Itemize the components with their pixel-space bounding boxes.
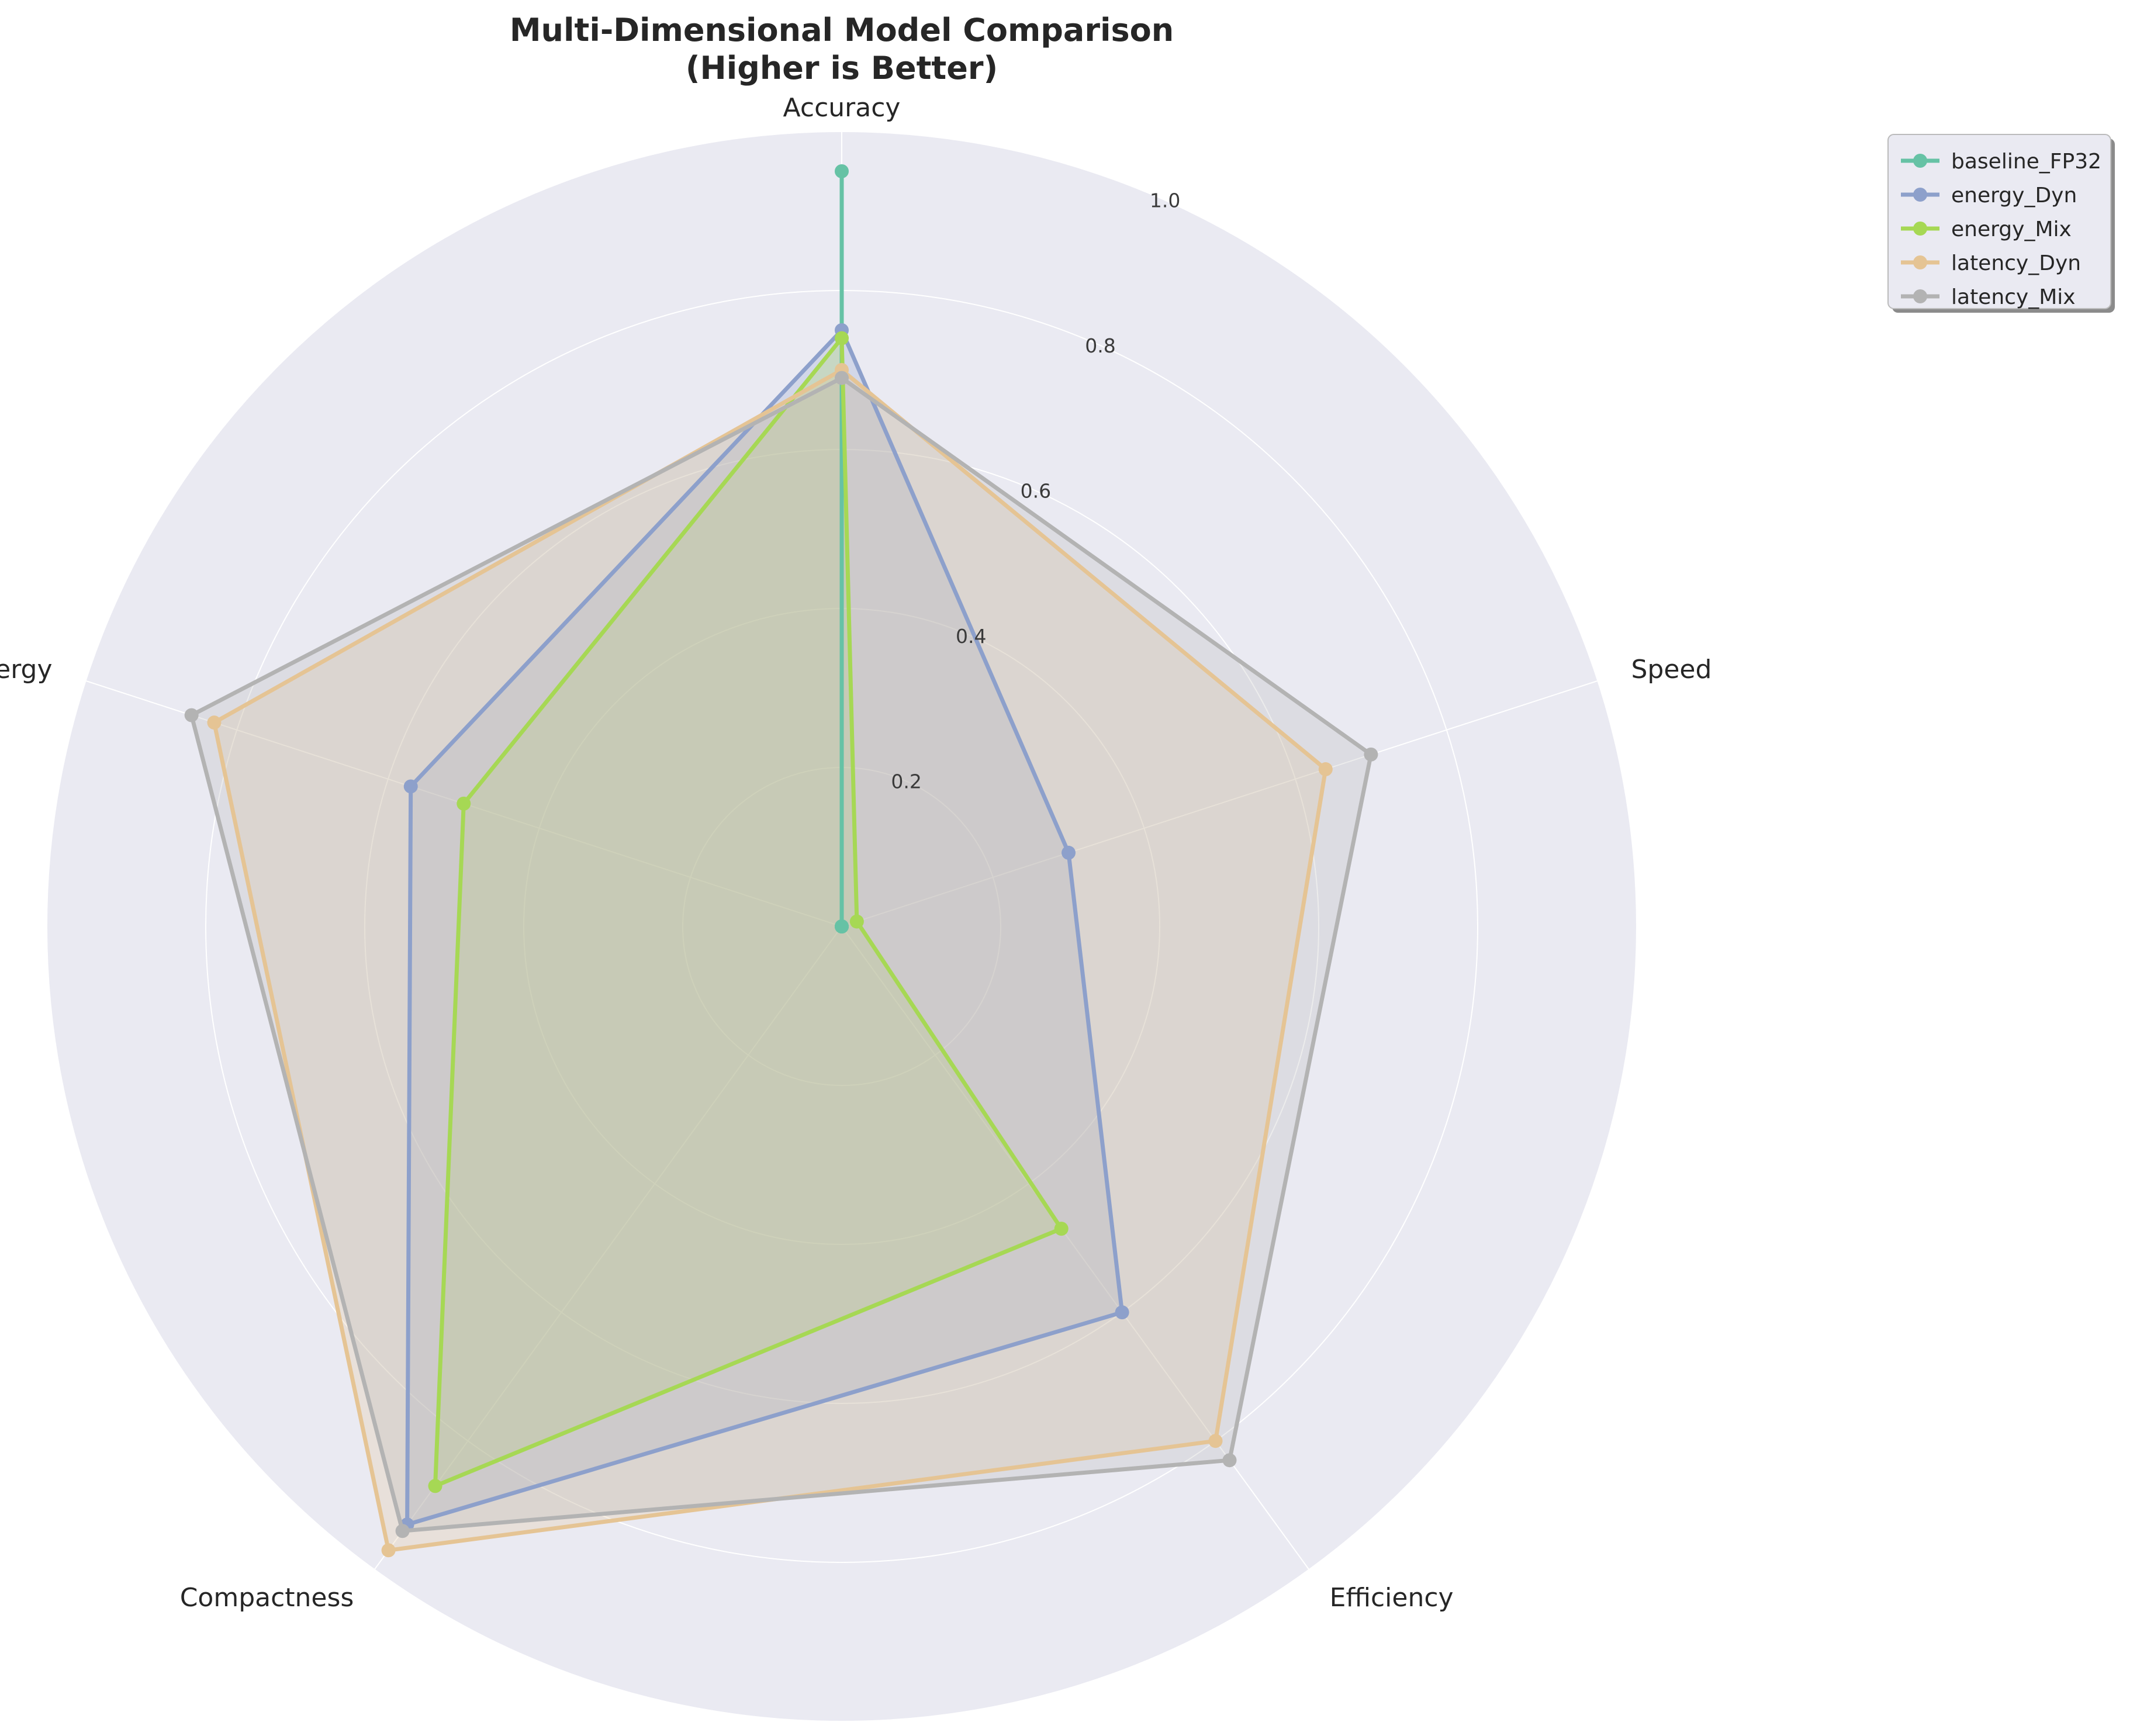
series-fill-energy_Dyn xyxy=(407,330,1122,1525)
axis-label-speed: Speed xyxy=(1631,655,1712,684)
point-latency_Dyn-Compactness xyxy=(381,1543,396,1558)
axis-label-efficiency: Efficiency xyxy=(1330,1583,1454,1613)
point-energy_Mix-Compactness xyxy=(428,1479,442,1493)
point-latency_Mix-Accuracy xyxy=(835,371,849,385)
series-lines xyxy=(184,164,1378,1558)
point-latency_Dyn-Efficiency xyxy=(1208,1434,1223,1448)
axis-labels: Accuracy Speed Efficiency Compactness Energy xyxy=(0,93,1712,1613)
r-tick-label-4: 1.0 xyxy=(1150,189,1180,212)
point-latency_Mix-Compactness xyxy=(395,1524,410,1538)
legend-label-latency_Mix: latency_Mix xyxy=(1951,285,2076,309)
legend-label-energy_Mix: energy_Mix xyxy=(1951,217,2072,241)
legend-marker-baseline_FP32 xyxy=(1913,154,1927,168)
point-energy_Mix-Speed xyxy=(849,914,864,929)
axis-label-energy: Energy xyxy=(0,655,52,684)
point-latency_Mix-Efficiency xyxy=(1222,1453,1237,1468)
radial-tick-labels: 0.2 0.4 0.6 0.8 1.0 xyxy=(891,189,1180,793)
legend-label-baseline_FP32: baseline_FP32 xyxy=(1951,150,2101,174)
point-latency_Dyn-Speed xyxy=(1318,762,1333,777)
point-energy_Mix-Efficiency xyxy=(1054,1222,1069,1236)
r-tick-label-2: 0.6 xyxy=(1021,480,1051,503)
series-fill-energy_Mix xyxy=(435,338,1062,1486)
point-baseline_FP32-Accuracy xyxy=(835,164,849,178)
axis-label-accuracy: Accuracy xyxy=(783,93,901,123)
series-fill-latency_Mix xyxy=(191,378,1371,1531)
point-baseline_FP32-Energy xyxy=(835,919,849,933)
legend-marker-energy_Dyn xyxy=(1913,188,1927,202)
series-line-energy_Dyn xyxy=(405,328,1125,1527)
series-fill-latency_Dyn xyxy=(214,370,1326,1551)
point-latency_Mix-Speed xyxy=(1364,747,1378,762)
r-tick-label-3: 0.8 xyxy=(1085,334,1115,357)
r-tick-label-0: 0.2 xyxy=(891,770,921,793)
series-line-energy_Mix xyxy=(433,336,1064,1488)
grid-spoke-3 xyxy=(374,926,842,1570)
legend-label-latency_Dyn: latency_Dyn xyxy=(1951,251,2081,275)
point-energy_Dyn-Energy xyxy=(403,779,418,794)
series-fills xyxy=(191,330,1371,1551)
point-latency_Dyn-Energy xyxy=(207,715,222,730)
chart-title-line2: (Higher is Better) xyxy=(686,50,998,87)
legend-marker-latency_Dyn xyxy=(1913,255,1927,269)
series-line-latency_Mix xyxy=(189,376,1373,1533)
r-tick-label-1: 0.4 xyxy=(956,625,986,648)
point-energy_Mix-Accuracy xyxy=(835,331,849,345)
point-latency_Mix-Energy xyxy=(184,708,199,722)
legend-marker-energy_Mix xyxy=(1913,222,1927,236)
legend: baseline_FP32 energy_Dyn energy_Mixlatency… xyxy=(1887,134,2115,313)
axis-label-compactness: Compactness xyxy=(180,1583,354,1613)
legend-label-energy_Dyn: energy_Dyn xyxy=(1951,184,2077,208)
grid-spoke-1 xyxy=(841,680,1598,927)
chart-title-line1: Multi-Dimensional Model Comparison xyxy=(510,12,1174,49)
legend-marker-latency_Mix xyxy=(1913,289,1927,303)
legend-box xyxy=(1887,134,2111,309)
point-energy_Dyn-Speed xyxy=(1062,845,1076,860)
point-energy_Dyn-Efficiency xyxy=(1115,1305,1129,1320)
point-energy_Mix-Energy xyxy=(457,796,471,811)
